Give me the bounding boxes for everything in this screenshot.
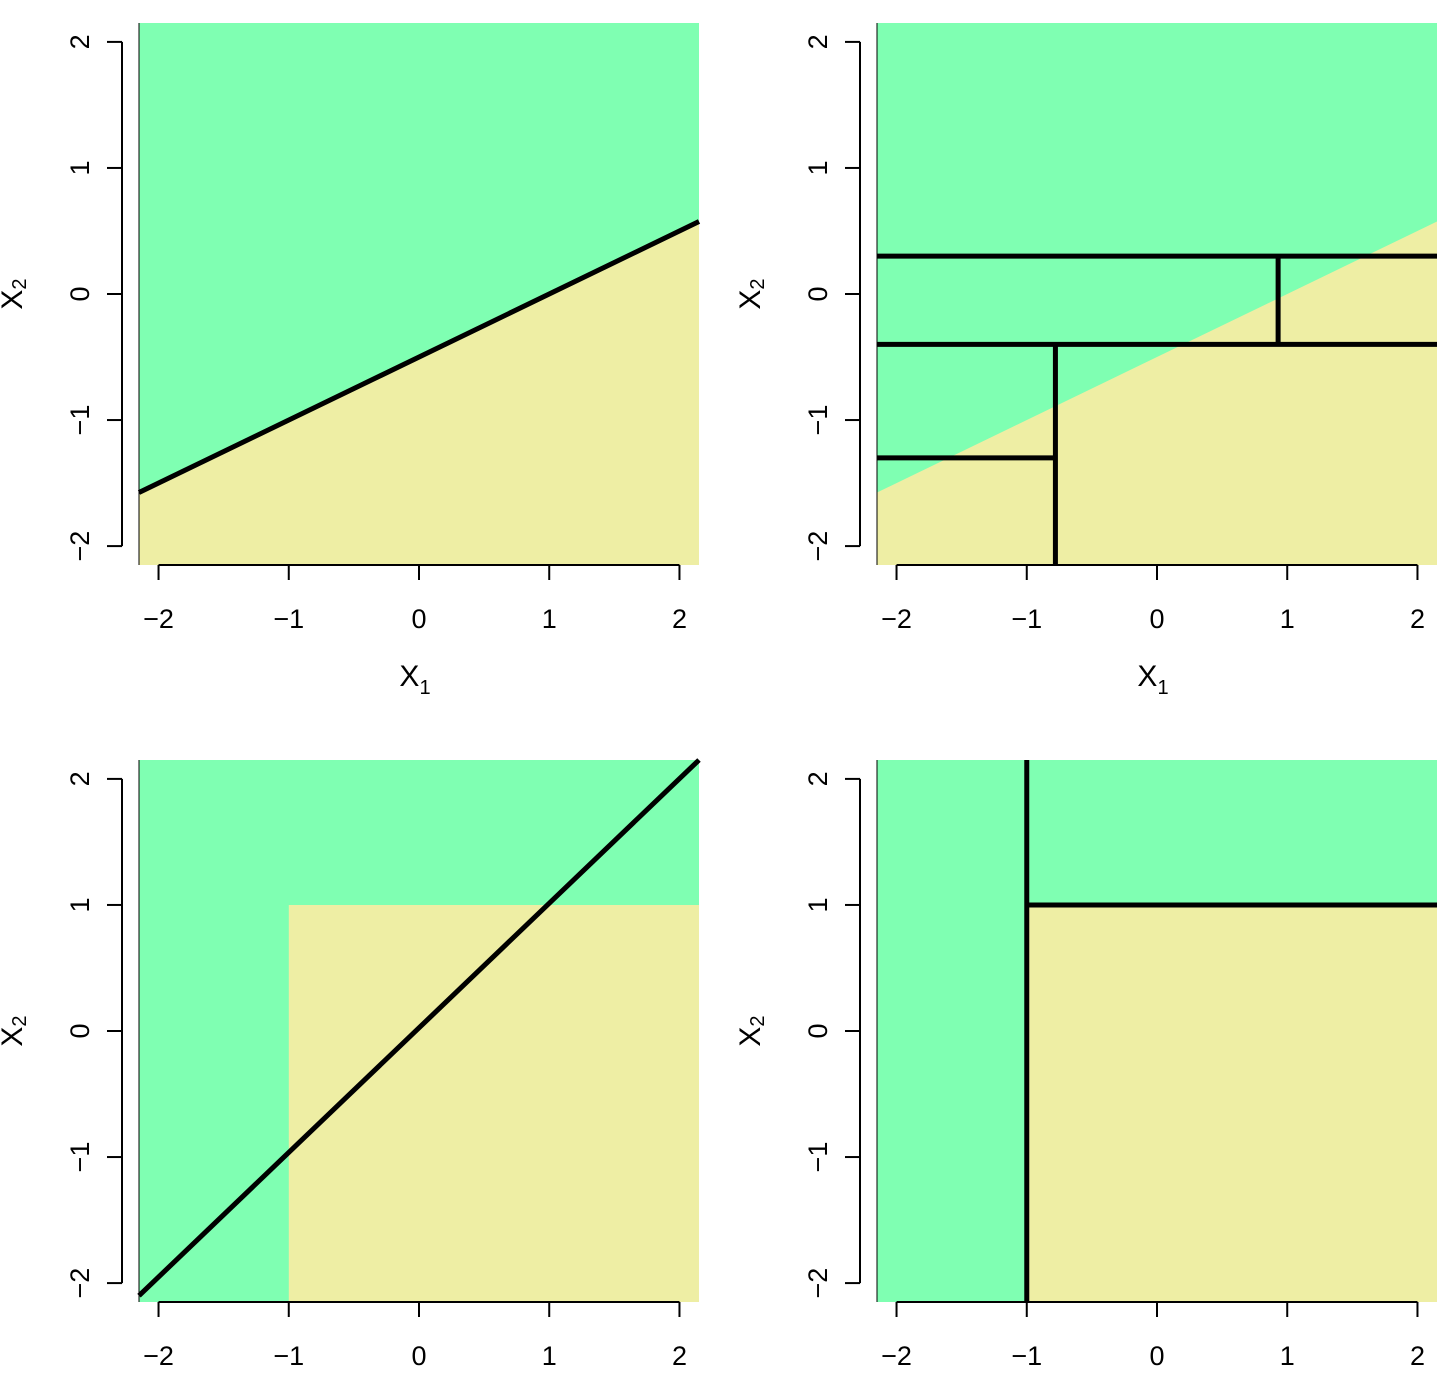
- y-axis-label-main: X: [734, 290, 767, 310]
- y-tick-label: 2: [65, 771, 95, 786]
- x-axis-label: X1: [1137, 660, 1168, 699]
- x-axis-label-main: X: [1137, 660, 1157, 693]
- y-tick-label: 1: [65, 160, 95, 175]
- x-tick-label: 1: [1280, 1341, 1295, 1371]
- x-tick-label: −2: [881, 1341, 912, 1371]
- x-tick-label: −2: [143, 604, 174, 634]
- x-axis-label-sub: 1: [1157, 677, 1168, 699]
- x-tick-label: 2: [672, 1341, 687, 1371]
- y-axis-label-main: X: [734, 1027, 767, 1047]
- y-tick-label: −1: [803, 405, 833, 436]
- x-tick-label: 2: [1410, 604, 1425, 634]
- y-axis: −2 −1 0 1 2: [803, 23, 878, 565]
- y-tick-label: 1: [65, 897, 95, 912]
- region-yellow-0: [1026, 905, 1437, 1302]
- y-axis-label-main: X: [0, 290, 29, 310]
- x-tick-label: 1: [542, 604, 557, 634]
- y-axis: −2 −1 0 1 2: [803, 760, 878, 1302]
- y-tick-label: 1: [803, 897, 833, 912]
- x-tick-label: −1: [273, 1341, 304, 1371]
- region-yellow-0: [139, 221, 699, 565]
- y-axis-label: X2: [734, 1015, 770, 1046]
- y-tick-label: −1: [65, 1142, 95, 1173]
- x-axis: −2 −1 0 1 2: [143, 564, 687, 634]
- y-axis-label-sub: 2: [9, 1015, 31, 1026]
- y-tick-label: −1: [803, 1142, 833, 1173]
- x-axis: −2 −1 0 1 2: [143, 1301, 687, 1371]
- x-axis-label: X1: [399, 660, 430, 699]
- x-axis-label-main: X: [399, 660, 419, 693]
- y-tick-label: −2: [65, 1268, 95, 1299]
- y-axis-label: X2: [734, 278, 770, 309]
- x-tick-label: −1: [1011, 604, 1042, 634]
- region-yellow-0: [288, 905, 699, 1302]
- y-tick-label: 1: [803, 160, 833, 175]
- x-tick-label: 1: [1280, 604, 1295, 634]
- y-tick-label: −1: [65, 405, 95, 436]
- x-tick-label: 0: [1149, 604, 1164, 634]
- x-tick-label: 0: [1149, 1341, 1164, 1371]
- y-axis: −2 −1 0 1 2: [65, 23, 140, 565]
- x-tick-label: 1: [542, 1341, 557, 1371]
- x-tick-label: −1: [1011, 1341, 1042, 1371]
- region-yellow-0: [877, 221, 1437, 565]
- y-tick-label: 0: [65, 286, 95, 301]
- y-tick-label: 2: [65, 34, 95, 49]
- y-tick-label: 0: [65, 1023, 95, 1038]
- x-tick-label: −2: [881, 604, 912, 634]
- y-tick-label: 2: [803, 771, 833, 786]
- boundary-line-0: [137, 758, 701, 1298]
- y-axis-label-sub: 2: [747, 278, 769, 289]
- y-axis-label: X2: [0, 1015, 31, 1046]
- y-tick-label: 0: [803, 1023, 833, 1038]
- x-tick-label: 0: [411, 1341, 426, 1371]
- y-axis-label: X2: [0, 278, 31, 309]
- x-tick-label: −1: [273, 604, 304, 634]
- y-axis: −2 −1 0 1 2: [65, 760, 140, 1302]
- y-axis-label-sub: 2: [747, 1015, 769, 1026]
- y-tick-label: −2: [803, 1268, 833, 1299]
- x-axis: −2 −1 0 1 2: [881, 1301, 1425, 1371]
- boundary-line-0: [137, 219, 701, 495]
- y-axis-label-sub: 2: [9, 278, 31, 289]
- x-axis-label-sub: 1: [419, 677, 430, 699]
- x-tick-label: 0: [411, 604, 426, 634]
- y-tick-label: 0: [803, 286, 833, 301]
- y-axis-label-main: X: [0, 1027, 29, 1047]
- x-tick-label: 2: [672, 604, 687, 634]
- x-axis: −2 −1 0 1 2: [881, 564, 1425, 634]
- x-tick-label: −2: [143, 1341, 174, 1371]
- y-tick-label: −2: [65, 531, 95, 562]
- y-tick-label: 2: [803, 34, 833, 49]
- y-tick-label: −2: [803, 531, 833, 562]
- x-tick-label: 2: [1410, 1341, 1425, 1371]
